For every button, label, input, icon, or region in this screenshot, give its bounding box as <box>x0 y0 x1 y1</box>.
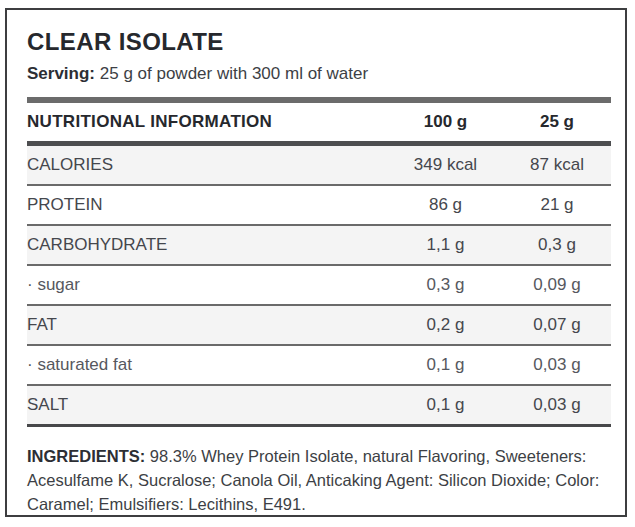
ingredients-label: INGREDIENTS: <box>27 447 145 465</box>
row-value-100g: 0,2 g <box>388 315 503 335</box>
column-header-25g: 25 g <box>503 112 611 132</box>
column-header-100g: 100 g <box>388 112 503 132</box>
row-value-100g: 86 g <box>388 195 503 215</box>
row-label: · saturated fat <box>27 355 388 375</box>
row-value-25g: 0,09 g <box>503 275 611 295</box>
row-label: FAT <box>27 315 388 335</box>
row-label: CARBOHYDRATE <box>27 235 388 255</box>
row-value-25g: 21 g <box>503 195 611 215</box>
serving-value: 25 g of powder with 300 ml of water <box>95 64 368 83</box>
row-value-100g: 349 kcal <box>388 155 503 175</box>
row-label: PROTEIN <box>27 195 388 215</box>
product-title: CLEAR ISOLATE <box>27 29 611 55</box>
ingredients-paragraph: INGREDIENTS: 98.3% Whey Protein Isolate,… <box>27 444 611 516</box>
row-value-100g: 0,1 g <box>388 355 503 375</box>
row-value-25g: 87 kcal <box>503 155 611 175</box>
row-label: · sugar <box>27 275 388 295</box>
table-row-sugar: · sugar 0,3 g 0,09 g <box>27 266 611 306</box>
row-label: CALORIES <box>27 155 388 175</box>
row-value-25g: 0,03 g <box>503 355 611 375</box>
table-row-calories: CALORIES 349 kcal 87 kcal <box>27 146 611 186</box>
row-value-100g: 0,3 g <box>388 275 503 295</box>
table-row-saturated-fat: · saturated fat 0,1 g 0,03 g <box>27 346 611 386</box>
table-header-row: NUTRITIONAL INFORMATION 100 g 25 g <box>27 103 611 141</box>
table-row-carbohydrate: CARBOHYDRATE 1,1 g 0,3 g <box>27 226 611 266</box>
nutrition-label-panel: CLEAR ISOLATE Serving: 25 g of powder wi… <box>5 8 627 517</box>
row-value-25g: 0,07 g <box>503 315 611 335</box>
serving-line: Serving: 25 g of powder with 300 ml of w… <box>27 64 611 84</box>
row-value-100g: 0,1 g <box>388 395 503 415</box>
nutrition-table: CALORIES 349 kcal 87 kcal PROTEIN 86 g 2… <box>27 146 611 427</box>
table-row-fat: FAT 0,2 g 0,07 g <box>27 306 611 346</box>
row-value-25g: 0,03 g <box>503 395 611 415</box>
row-value-100g: 1,1 g <box>388 235 503 255</box>
row-value-25g: 0,3 g <box>503 235 611 255</box>
row-label: SALT <box>27 395 388 415</box>
serving-label: Serving: <box>27 64 95 83</box>
table-header-title: NUTRITIONAL INFORMATION <box>27 112 388 132</box>
table-row-protein: PROTEIN 86 g 21 g <box>27 186 611 226</box>
table-row-salt: SALT 0,1 g 0,03 g <box>27 386 611 427</box>
